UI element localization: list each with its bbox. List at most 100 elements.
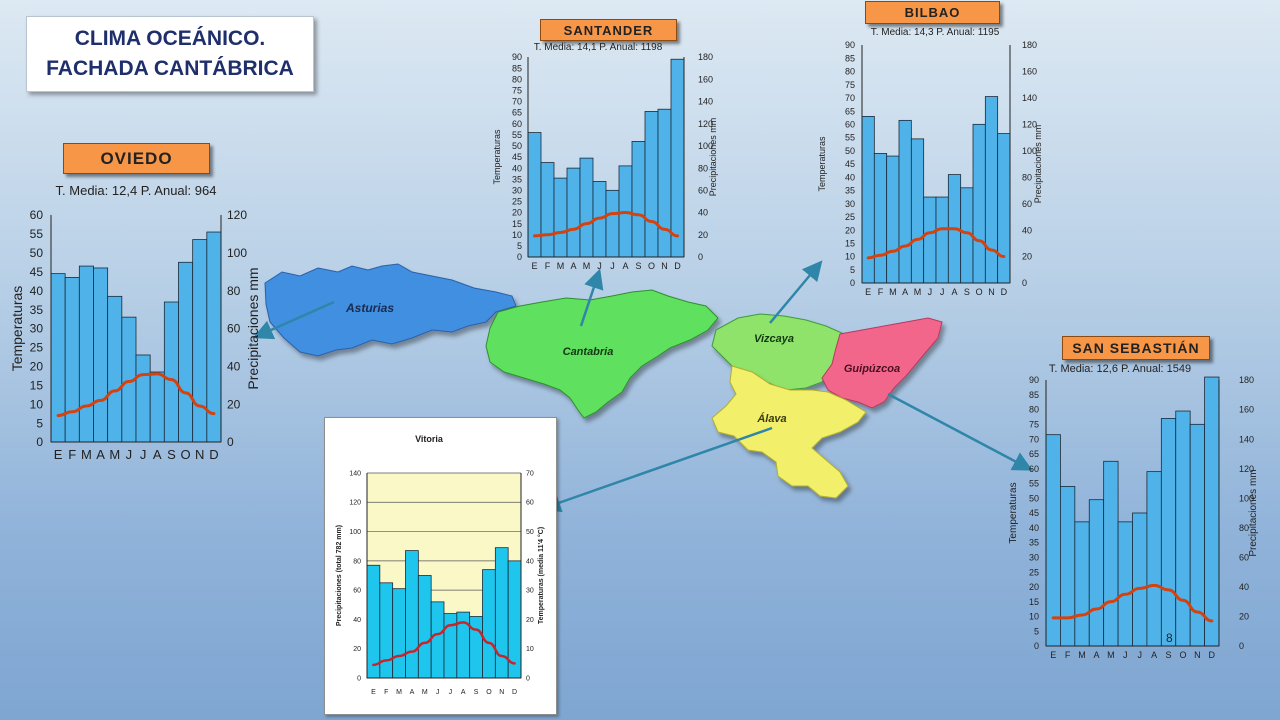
region-label-alava: Álava <box>756 412 786 425</box>
month-label: D <box>1001 287 1008 297</box>
region-label-cantabria: Cantabria <box>563 346 614 358</box>
right-tick-label: 80 <box>698 163 708 173</box>
left-tick-label: 50 <box>1029 493 1039 503</box>
month-label: F <box>878 287 884 297</box>
right-tick-label: 120 <box>698 119 713 129</box>
month-label: F <box>68 447 76 462</box>
left-tick-label: 65 <box>512 108 522 118</box>
month-label: F <box>1065 650 1071 660</box>
chart-title: Vitoria <box>415 434 444 444</box>
region-cantabria-shape[interactable] <box>485 289 719 419</box>
left-tick-label: 0 <box>517 252 522 262</box>
month-label: J <box>597 261 602 271</box>
month-label: S <box>474 689 479 696</box>
month-label: A <box>1151 650 1157 660</box>
precip-bar-3 <box>553 177 568 258</box>
right-tick-label: 100 <box>227 246 247 260</box>
left-tick-label: 55 <box>30 227 44 241</box>
right-tick-label: 100 <box>1239 493 1254 503</box>
precip-bar-2 <box>873 153 888 284</box>
right-tick-label: 40 <box>1022 225 1032 235</box>
right-tick-label: 80 <box>1239 523 1249 533</box>
month-label: E <box>371 689 376 696</box>
precip-bar-1 <box>366 564 381 679</box>
month-label: E <box>54 447 63 462</box>
left-tick-label: 0 <box>36 435 43 449</box>
left-tick-label: 140 <box>349 470 361 477</box>
left-tick-label: 80 <box>845 67 855 77</box>
right-tick-label: 120 <box>1239 464 1254 474</box>
precip-bar-4 <box>566 167 581 258</box>
precip-bar-12 <box>1204 376 1220 647</box>
precip-bar-10 <box>482 569 496 679</box>
left-tick-label: 45 <box>845 159 855 169</box>
city-label-san-sebastian: SAN SEBASTIÁN <box>1062 336 1210 360</box>
left-tick-label: 45 <box>512 152 522 162</box>
precip-bar-3 <box>886 155 900 284</box>
month-label: A <box>1093 650 1099 660</box>
precip-bar-9 <box>469 616 483 679</box>
right-tick-label: 0 <box>227 435 234 449</box>
month-label: D <box>1209 650 1216 660</box>
climograph-santander: 0510152025303540455055606570758085900204… <box>492 42 718 271</box>
left-tick-label: 85 <box>845 53 855 63</box>
left-tick-label: 20 <box>845 225 855 235</box>
precip-bar-10 <box>644 111 659 258</box>
region-asturias-shape[interactable] <box>264 263 517 357</box>
month-label: O <box>648 261 655 271</box>
city-label-oviedo: OVIEDO <box>63 143 210 174</box>
left-tick-label: 85 <box>1029 390 1039 400</box>
right-tick-label: 60 <box>1022 199 1032 209</box>
left-tick-label: 10 <box>845 252 855 262</box>
right-tick-label: 160 <box>1022 67 1037 77</box>
month-label: A <box>622 261 628 271</box>
left-tick-label: 20 <box>30 360 44 374</box>
month-label: M <box>557 261 565 271</box>
precip-bar-4 <box>93 267 109 443</box>
left-tick-label: 60 <box>30 208 44 222</box>
left-tick-label: 60 <box>512 119 522 129</box>
precip-bar-9 <box>163 301 179 443</box>
right-tick-label: 140 <box>1022 93 1037 103</box>
month-label: A <box>951 287 957 297</box>
region-alava-shape[interactable] <box>711 365 867 499</box>
month-label: N <box>195 447 204 462</box>
right-tick-label: 100 <box>698 141 713 151</box>
left-tick-label: 5 <box>850 265 855 275</box>
precip-bar-5 <box>579 157 594 258</box>
precip-bar-7 <box>1132 512 1148 647</box>
left-tick-label: 0 <box>357 675 361 682</box>
left-tick-label: 40 <box>30 284 44 298</box>
climograph-bilbao: 0 5 10 15 20 25 30 35 40 45 50 55 60 65 70 75 80 85 90 0 20 4… <box>817 27 1043 297</box>
precip-bar-2 <box>540 162 555 258</box>
left-tick-label: 30 <box>512 185 522 195</box>
left-tick-label: 75 <box>1029 419 1039 429</box>
left-tick-label: 40 <box>845 172 855 182</box>
precip-bar-4 <box>898 119 912 284</box>
left-tick-label: 30 <box>1029 552 1039 562</box>
city-label-bilbao: BILBAO <box>865 1 1000 24</box>
city-label-santander: SANTANDER <box>540 19 677 41</box>
region-label-asturias: Asturias <box>345 301 394 315</box>
right-tick-label: 120 <box>1022 119 1037 129</box>
right-axis-title: Precipitaciones mm <box>1033 125 1043 204</box>
month-label: M <box>583 261 591 271</box>
region-label-vizcaya: Vizcaya <box>754 333 794 345</box>
left-tick-label: 60 <box>1029 464 1039 474</box>
arrow-alava-vitoria <box>540 426 773 513</box>
arrow-asturias-oviedo <box>252 300 335 340</box>
precip-bar-7 <box>443 613 458 679</box>
left-tick-label: 65 <box>845 106 855 116</box>
right-tick-label: 80 <box>1022 172 1032 182</box>
month-label: A <box>153 447 162 462</box>
left-tick-label: 35 <box>30 303 44 317</box>
left-tick-label: 70 <box>1029 434 1039 444</box>
left-tick-label: 20 <box>353 646 361 653</box>
precip-bar-6 <box>1117 521 1133 647</box>
precip-bar-11 <box>192 239 208 443</box>
left-tick-label: 90 <box>845 40 855 50</box>
region-guipuzcoa-shape[interactable] <box>821 317 943 409</box>
month-label: O <box>486 689 492 696</box>
right-tick-label: 140 <box>698 97 713 107</box>
month-label: A <box>96 447 105 462</box>
